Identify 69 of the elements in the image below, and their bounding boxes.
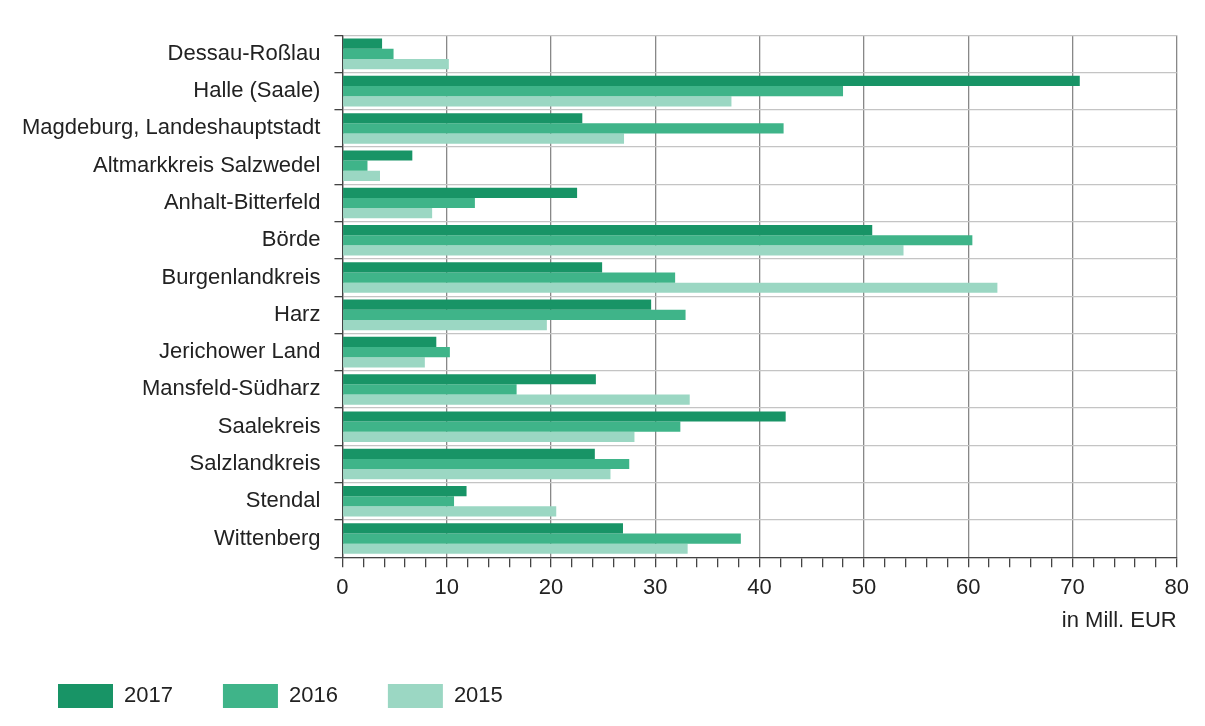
bar	[343, 336, 437, 348]
bar	[343, 319, 547, 331]
bar	[343, 262, 603, 273]
x-tick-label: 80	[1164, 574, 1190, 600]
bar	[343, 309, 686, 320]
x-tick-label: 70	[1060, 574, 1085, 600]
y-tick-label: Börde	[261, 226, 321, 252]
x-tick-label: 60	[955, 574, 981, 600]
bar	[343, 469, 611, 480]
legend-label: 2016	[288, 682, 338, 708]
x-tick-label: 30	[643, 574, 668, 600]
bar	[343, 357, 425, 368]
bar	[343, 411, 786, 422]
y-tick-label: Salzlandkreis	[189, 450, 321, 476]
bar	[343, 506, 557, 517]
bar	[343, 160, 368, 171]
bar	[343, 347, 450, 358]
y-tick-label: Wittenberg	[214, 524, 321, 550]
bar	[343, 282, 998, 293]
y-tick-label: Harz	[274, 300, 321, 326]
y-tick-label: Mansfeld-Südharz	[141, 375, 321, 401]
bar	[343, 543, 688, 554]
bar	[343, 133, 625, 144]
bar	[343, 394, 690, 405]
bar	[343, 187, 578, 198]
x-axis-title: in Mill. EUR	[1061, 606, 1177, 632]
bar	[343, 272, 676, 283]
legend-label: 2017	[124, 682, 173, 708]
y-tick-label: Dessau-Roßlau	[167, 39, 321, 65]
y-tick-label: Magdeburg, Landeshauptstadt	[22, 114, 321, 140]
bar	[343, 58, 449, 70]
bar	[343, 38, 383, 49]
bar	[343, 86, 844, 97]
bar	[343, 208, 433, 219]
x-tick-label: 0	[336, 574, 349, 600]
bar	[343, 245, 904, 256]
bar	[343, 496, 455, 507]
x-tick-label: 10	[434, 574, 459, 600]
bar	[343, 48, 394, 59]
y-tick-label: Jerichower Land	[159, 338, 321, 364]
bar	[343, 123, 784, 134]
y-tick-label: Stendal	[245, 487, 321, 513]
y-tick-label: Altmarkkreis Salzwedel	[93, 151, 321, 177]
bar	[343, 431, 635, 442]
bar	[343, 224, 873, 236]
bar	[343, 374, 596, 385]
bar	[343, 75, 1080, 87]
x-tick-label: 20	[538, 574, 564, 600]
bar	[343, 485, 467, 497]
y-tick-label: Halle (Saale)	[193, 77, 321, 103]
bar	[343, 384, 517, 395]
y-tick-label: Anhalt-Bitterfeld	[163, 189, 321, 215]
x-tick-label: 50	[851, 574, 877, 600]
bar	[343, 533, 741, 544]
bar	[343, 523, 623, 534]
bar	[343, 235, 973, 246]
bar	[343, 96, 732, 107]
bar	[343, 421, 681, 432]
legend-label: 2015	[453, 682, 503, 708]
bar	[343, 299, 652, 310]
y-tick-label: Burgenlandkreis	[161, 263, 321, 289]
bar	[343, 197, 475, 209]
bar	[343, 448, 595, 459]
y-tick-label: Saalekreis	[217, 412, 321, 438]
bar	[343, 170, 380, 181]
bar	[343, 458, 630, 470]
bar	[343, 150, 413, 161]
x-tick-label: 40	[747, 574, 772, 600]
bar	[343, 113, 583, 124]
